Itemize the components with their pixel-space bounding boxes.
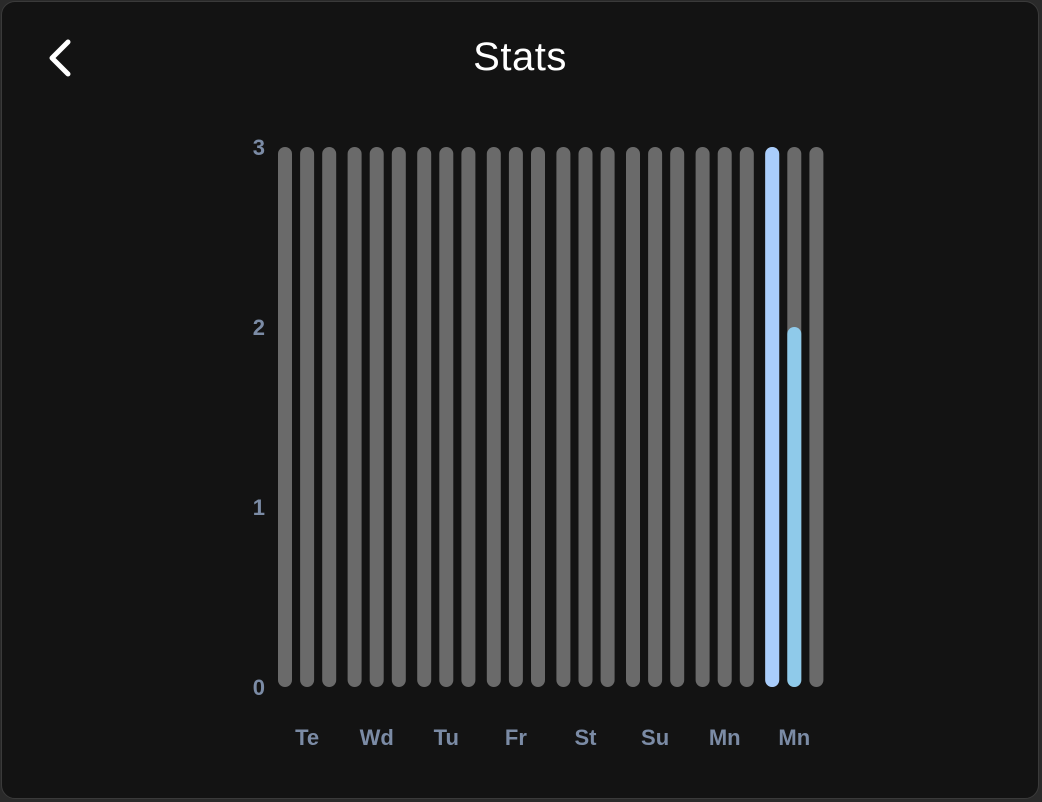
x-tick-label: Mn [709,725,741,750]
bar-track [670,147,685,687]
x-tick-label: Tu [434,725,459,750]
bar-track [278,147,292,687]
bar-track [461,147,476,687]
bar-track [626,147,640,687]
bar-track [648,147,663,687]
y-tick-label: 1 [253,495,265,520]
bar-track [717,147,732,687]
bar-track [556,147,571,687]
bar-track [600,147,615,687]
x-tick-label: Te [295,725,319,750]
y-tick-label: 3 [253,135,265,160]
bar-track [578,147,593,687]
x-tick-label: Mn [778,725,810,750]
y-tick-label: 2 [253,315,265,340]
bar-track [417,147,432,687]
bar-track [486,147,501,687]
y-tick-label: 0 [253,675,265,700]
bar-track [508,147,523,687]
chevron-left-icon [49,39,71,77]
bar-track [439,147,454,687]
bar-track [531,147,545,687]
bar-track [300,147,315,687]
bar-track [369,147,384,687]
x-tick-label: St [575,725,598,750]
bar-track [391,147,406,687]
x-tick-label: Fr [505,725,527,750]
bar-track [347,147,362,687]
x-tick-label: Wd [360,725,394,750]
bar-value[interactable] [765,147,780,687]
bar-track [739,147,754,687]
back-button[interactable] [36,32,84,84]
bar-value[interactable] [787,327,802,687]
bar-track [322,147,337,687]
bar-track [695,147,710,687]
x-tick-label: Su [641,725,669,750]
header: Stats [2,2,1038,117]
page-title: Stats [473,35,567,79]
bar-track [809,147,824,687]
